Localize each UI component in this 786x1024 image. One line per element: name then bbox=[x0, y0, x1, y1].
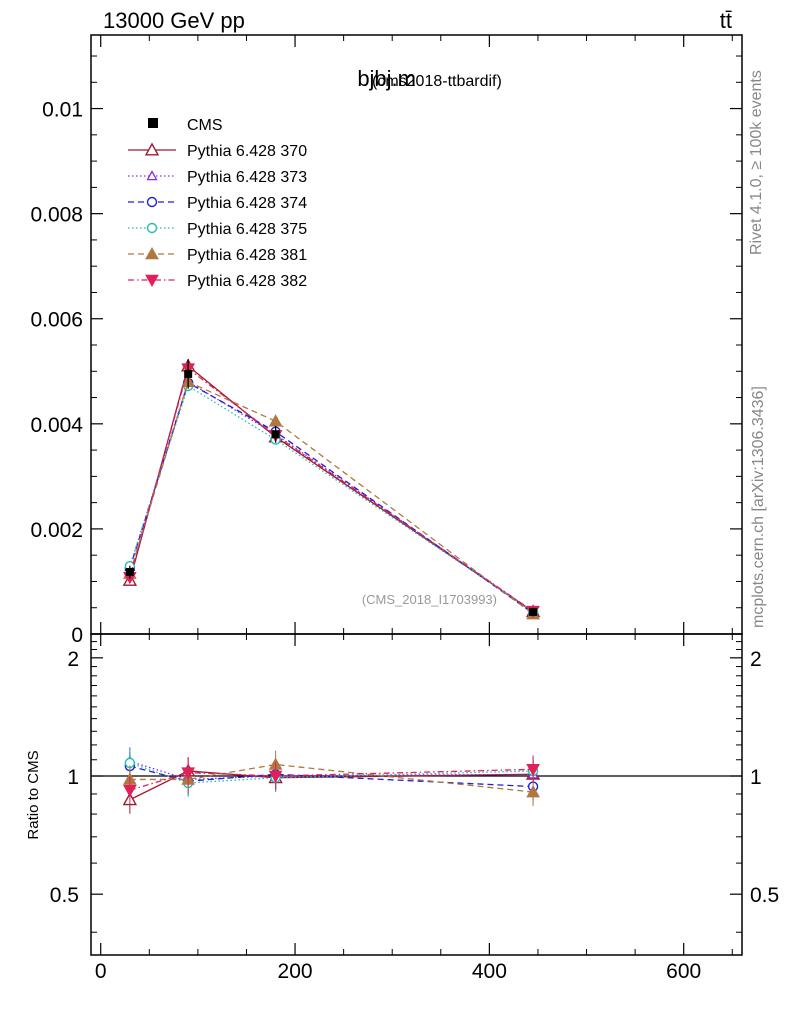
legend-entry: Pythia 6.428 381 bbox=[128, 246, 307, 264]
ratio-y-tick-label-left: 0.5 bbox=[50, 884, 79, 907]
legend-label: Pythia 6.428 381 bbox=[187, 247, 307, 264]
rivet-label: Rivet 4.1.0, ≥ 100k events bbox=[748, 70, 765, 255]
legend-label: Pythia 6.428 374 bbox=[187, 195, 307, 212]
y-tick-label: 0.002 bbox=[30, 519, 83, 542]
legend-label: Pythia 6.428 370 bbox=[187, 143, 307, 160]
legend-entry: Pythia 6.428 382 bbox=[128, 273, 307, 290]
ratio-series-line bbox=[129, 765, 534, 788]
ratio-series-point bbox=[268, 770, 283, 784]
legend-marker bbox=[146, 196, 158, 208]
series-line bbox=[129, 367, 534, 612]
ratio-series-line bbox=[129, 762, 534, 784]
legend: CMS Pythia 6.428 370 Pythia 6.428 373 Pythi… bbox=[128, 117, 307, 290]
series-line bbox=[129, 364, 534, 613]
ratio-series-point bbox=[526, 785, 540, 798]
legend-marker bbox=[146, 170, 158, 181]
x-tick-label: 600 bbox=[666, 960, 701, 983]
series-line bbox=[129, 385, 534, 612]
process-label: tt̄ bbox=[720, 8, 732, 33]
ratio-ylabel: Ratio to CMS bbox=[25, 750, 42, 839]
ratio-frame bbox=[90, 633, 743, 956]
data-point bbox=[271, 430, 280, 439]
legend-label: Pythia 6.428 382 bbox=[187, 273, 307, 290]
legend-label: Pythia 6.428 373 bbox=[187, 169, 307, 186]
mcplots-label: mcplots.cern.ch [arXiv:1306.3436] bbox=[750, 386, 767, 628]
analysis-label: (CMS_2018_I1703993) bbox=[362, 592, 497, 607]
x-tick-label: 200 bbox=[278, 960, 313, 983]
y-tick-label: 0.008 bbox=[30, 204, 83, 227]
series-point bbox=[268, 414, 283, 427]
ratio-panel: 0.5 0.5 1 1 2 2 bbox=[50, 633, 779, 956]
series-line bbox=[129, 380, 534, 613]
ratio-y-tick-label-right: 2 bbox=[750, 648, 762, 671]
legend-label: CMS bbox=[187, 117, 223, 134]
y-tick-label: 0 bbox=[71, 624, 83, 647]
legend-marker bbox=[145, 274, 159, 288]
series-line bbox=[129, 380, 534, 615]
y-tick-label: 0.004 bbox=[30, 414, 83, 437]
ratio-series-line bbox=[129, 768, 534, 791]
data-point bbox=[529, 607, 538, 616]
chart-subtitle: (cms2018-ttbardif) bbox=[372, 73, 502, 90]
data-point bbox=[184, 369, 193, 378]
legend-entry: Pythia 6.428 375 bbox=[128, 221, 307, 238]
ratio-series-point bbox=[526, 764, 540, 777]
legend-entry: Pythia 6.428 374 bbox=[128, 195, 307, 212]
legend-entry-cms: CMS bbox=[148, 117, 223, 134]
ratio-series-point bbox=[123, 784, 137, 798]
x-tick-label: 0 bbox=[95, 960, 107, 983]
x-axis: 0 200 400 600 bbox=[95, 35, 733, 983]
ratio-series-line bbox=[129, 763, 534, 793]
ratio-y-tick-label-right: 1 bbox=[750, 766, 762, 789]
legend-entry: Pythia 6.428 373 bbox=[128, 169, 307, 186]
legend-marker bbox=[146, 222, 158, 234]
ratio-series-point bbox=[181, 767, 196, 780]
y-tick-label: 0.01 bbox=[42, 99, 83, 122]
legend-marker bbox=[144, 142, 160, 156]
data-point bbox=[125, 567, 134, 576]
series-line bbox=[129, 381, 534, 614]
x-tick-label: 400 bbox=[472, 960, 507, 983]
chart-title: bjbj.m bbox=[357, 66, 416, 91]
y-tick-label: 0.006 bbox=[30, 309, 83, 332]
energy-label: 13000 GeV pp bbox=[103, 8, 245, 33]
main-panel: 0 0.002 0.004 0.006 0.008 0.01 bbox=[30, 34, 743, 647]
legend-marker bbox=[145, 246, 159, 260]
ratio-y-tick-label-right: 0.5 bbox=[750, 884, 779, 907]
legend-marker bbox=[148, 118, 158, 128]
legend-label: Pythia 6.428 375 bbox=[187, 221, 307, 238]
ratio-y-tick-label-left: 2 bbox=[67, 648, 79, 671]
ratio-y-tick-label-left: 1 bbox=[67, 766, 79, 789]
legend-entry: Pythia 6.428 370 bbox=[128, 142, 307, 160]
